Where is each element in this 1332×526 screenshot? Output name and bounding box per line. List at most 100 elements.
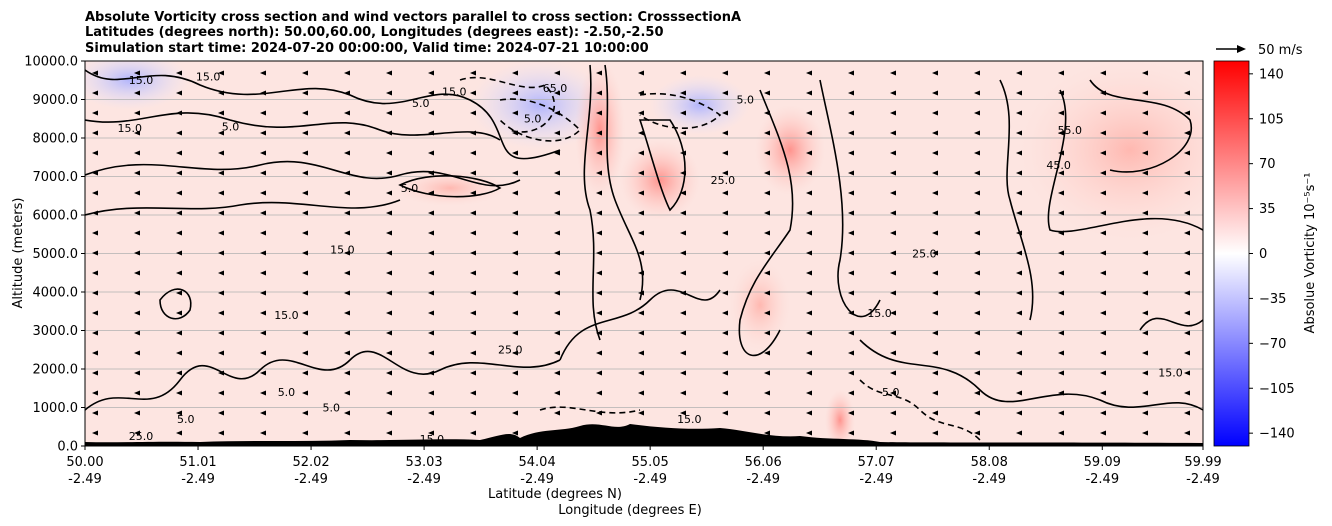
quiver-key-arrow-icon — [1237, 45, 1246, 53]
wind-vector-arrow — [1100, 110, 1106, 116]
wind-vector-arrow — [134, 350, 140, 356]
wind-vector-arrow — [722, 270, 728, 276]
wind-vector-arrow — [260, 230, 266, 236]
wind-vector-arrow — [176, 190, 182, 196]
wind-vector-arrow — [344, 250, 350, 256]
wind-vector-arrow — [176, 370, 182, 376]
wind-vector-arrow — [680, 130, 686, 136]
wind-vector-arrow — [680, 310, 686, 316]
x-axis-label-longitude: Longitude (degrees E) — [558, 503, 702, 518]
wind-vector-arrow — [134, 410, 140, 416]
wind-vector-arrow — [92, 330, 98, 336]
wind-vector-arrow — [386, 410, 392, 416]
wind-vector-arrow — [134, 310, 140, 316]
contour-label: 25.0 — [498, 344, 523, 357]
y-tick-label: 9000.0 — [33, 93, 79, 108]
contour-label: 15.0 — [867, 307, 892, 320]
y-tick-label: 2000.0 — [33, 363, 79, 378]
wind-vector-arrow — [848, 190, 854, 196]
wind-vector-arrow — [1184, 110, 1190, 116]
wind-vector-arrow — [92, 410, 98, 416]
wind-vector-arrow — [596, 330, 602, 336]
wind-vector-arrow — [176, 390, 182, 396]
wind-vector-arrow — [638, 170, 644, 176]
wind-vector-arrow — [344, 310, 350, 316]
wind-vector-arrow — [386, 430, 392, 436]
wind-vector-arrow — [974, 330, 980, 336]
wind-vector-arrow — [92, 170, 98, 176]
wind-vector-arrow — [890, 310, 896, 316]
wind-vector-arrow — [344, 130, 350, 136]
wind-vector-arrow — [512, 170, 518, 176]
wind-vector-arrow — [554, 70, 560, 76]
contour-lines — [85, 64, 1203, 441]
wind-vector-arrow — [596, 310, 602, 316]
wind-vector-arrow — [386, 290, 392, 296]
wind-vector-arrow — [848, 390, 854, 396]
wind-vector-arrow — [470, 70, 476, 76]
wind-vector-arrow — [974, 130, 980, 136]
wind-vector-arrow — [386, 190, 392, 196]
contour-line — [85, 160, 521, 187]
y-axis-label: Altitude (meters) — [11, 198, 26, 309]
wind-vector-arrow — [344, 90, 350, 96]
wind-vector-arrow — [1184, 150, 1190, 156]
wind-vector-arrow — [428, 130, 434, 136]
positive-vorticity-region — [825, 390, 855, 446]
wind-vector-arrow — [638, 110, 644, 116]
contour-label: 5.0 — [278, 386, 296, 399]
wind-vector-arrow — [680, 350, 686, 356]
wind-vector-arrow — [134, 270, 140, 276]
wind-vector-arrow — [176, 110, 182, 116]
wind-vector-arrow — [302, 350, 308, 356]
wind-vector-arrow — [470, 430, 476, 436]
wind-vector-arrow — [932, 390, 938, 396]
title-line-1: Absolute Vorticity cross section and win… — [85, 10, 741, 25]
wind-vector-arrow — [1100, 210, 1106, 216]
wind-vector-arrow — [848, 170, 854, 176]
wind-vector-arrow — [1016, 430, 1022, 436]
wind-vector-arrow — [554, 290, 560, 296]
wind-vector-arrow — [1058, 370, 1064, 376]
wind-vector-arrow — [554, 330, 560, 336]
wind-vector-arrow — [554, 230, 560, 236]
wind-vector-arrow — [92, 130, 98, 136]
y-axis: 0.0 1000.0 2000.0 3000.0 4000.0 5000.0 6000.0 7… — [24, 55, 85, 455]
wind-vector-arrow — [134, 370, 140, 376]
wind-vector-arrow — [890, 90, 896, 96]
wind-vector-arrow — [806, 90, 812, 96]
wind-vector-arrow — [932, 250, 938, 256]
wind-vector-arrow — [806, 130, 812, 136]
wind-vector-arrow — [890, 190, 896, 196]
wind-vector-arrow — [974, 410, 980, 416]
wind-vector-arrow — [218, 230, 224, 236]
wind-vector-arrow — [1184, 90, 1190, 96]
wind-vector-arrow — [890, 210, 896, 216]
wind-vector-arrow — [134, 210, 140, 216]
wind-vector-arrow — [764, 190, 770, 196]
wind-vector-arrow — [302, 430, 308, 436]
contour-label: 5.0 — [412, 97, 430, 110]
wind-vector-arrow — [596, 170, 602, 176]
y-tick-label: 5000.0 — [33, 247, 79, 262]
wind-vector-arrow — [302, 110, 308, 116]
wind-vector-arrow — [1142, 330, 1148, 336]
y-tick-label: 10000.0 — [24, 55, 78, 70]
wind-vector-arrow — [470, 250, 476, 256]
wind-vector-arrow — [1142, 390, 1148, 396]
wind-vector-arrow — [680, 150, 686, 156]
wind-vector-arrow — [218, 350, 224, 356]
wind-vector-arrow — [1058, 410, 1064, 416]
wind-vector-arrow — [554, 150, 560, 156]
x-tick-label-longitude: -2.49 — [1186, 472, 1220, 487]
wind-vector-arrow — [218, 250, 224, 256]
wind-vector-arrow — [1100, 130, 1106, 136]
colorbar-tick-label: 0 — [1259, 247, 1267, 262]
wind-vector-arrow — [806, 210, 812, 216]
wind-vector-arrow — [890, 150, 896, 156]
wind-vector-arrow — [386, 70, 392, 76]
wind-vector-arrow — [1100, 190, 1106, 196]
wind-vector-arrow — [554, 270, 560, 276]
wind-vector-arrow — [428, 290, 434, 296]
wind-vector-arrow — [176, 330, 182, 336]
